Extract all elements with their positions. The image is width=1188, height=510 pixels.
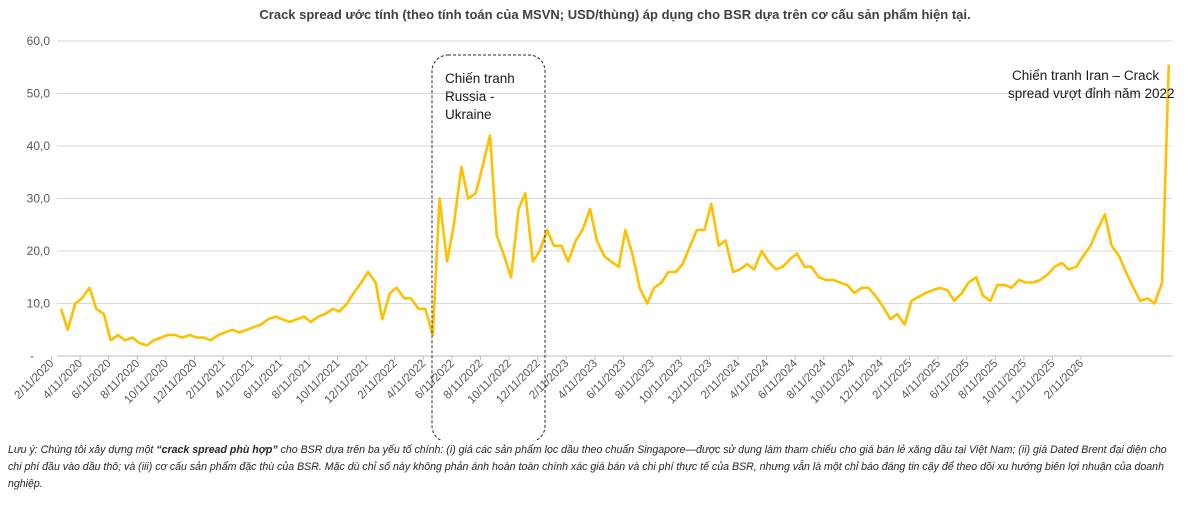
annotation-line: Russia - bbox=[445, 89, 495, 104]
chart-title: Crack spread ước tính (theo tính toán củ… bbox=[259, 7, 970, 22]
footnote: Lưu ý: Chúng tôi xây dựng một “crack spr… bbox=[8, 442, 1183, 493]
annotation-iran: Chiến tranh Iran – Crack spread vượt đỉn… bbox=[1008, 68, 1175, 101]
y-tick-label: 60,0 bbox=[27, 34, 51, 48]
annotation-line: Ukraine bbox=[445, 107, 492, 122]
y-tick-label: 20,0 bbox=[27, 244, 51, 258]
y-tick-label: - bbox=[30, 349, 34, 363]
y-tick-label: 10,0 bbox=[27, 297, 51, 311]
gridlines bbox=[57, 40, 1172, 357]
crack-spread-chart: Crack spread ước tính (theo tính toán củ… bbox=[13, 7, 1175, 440]
annotation-line: Chiến tranh bbox=[445, 71, 515, 86]
footnote-bold-term: “crack spread phù hợp” bbox=[156, 444, 278, 456]
annotation-line: spread vượt đỉnh năm 2022 bbox=[1008, 86, 1175, 101]
x-axis: 2/11/20204/11/20206/11/20208/11/202010/1… bbox=[13, 356, 1086, 406]
annotation-line: Chiến tranh Iran – Crack bbox=[1012, 68, 1159, 83]
footnote-body: cho BSR dựa trên ba yếu tố chính: (i) gi… bbox=[8, 444, 1167, 490]
russia-ukraine-highlight-box bbox=[431, 54, 546, 440]
y-tick-label: 30,0 bbox=[27, 192, 51, 206]
y-tick-label: 50,0 bbox=[27, 87, 51, 101]
y-tick-label: 40,0 bbox=[27, 139, 51, 153]
y-axis: - 10,0 20,0 30,0 40,0 50,0 60,0 bbox=[27, 34, 51, 363]
footnote-prefix: Lưu ý: Chúng tôi xây dựng một bbox=[8, 444, 157, 456]
series-line bbox=[59, 64, 1171, 347]
series-group bbox=[59, 64, 1171, 347]
annotation-russia-ukraine: Chiến tranh Russia - Ukraine bbox=[445, 71, 515, 122]
